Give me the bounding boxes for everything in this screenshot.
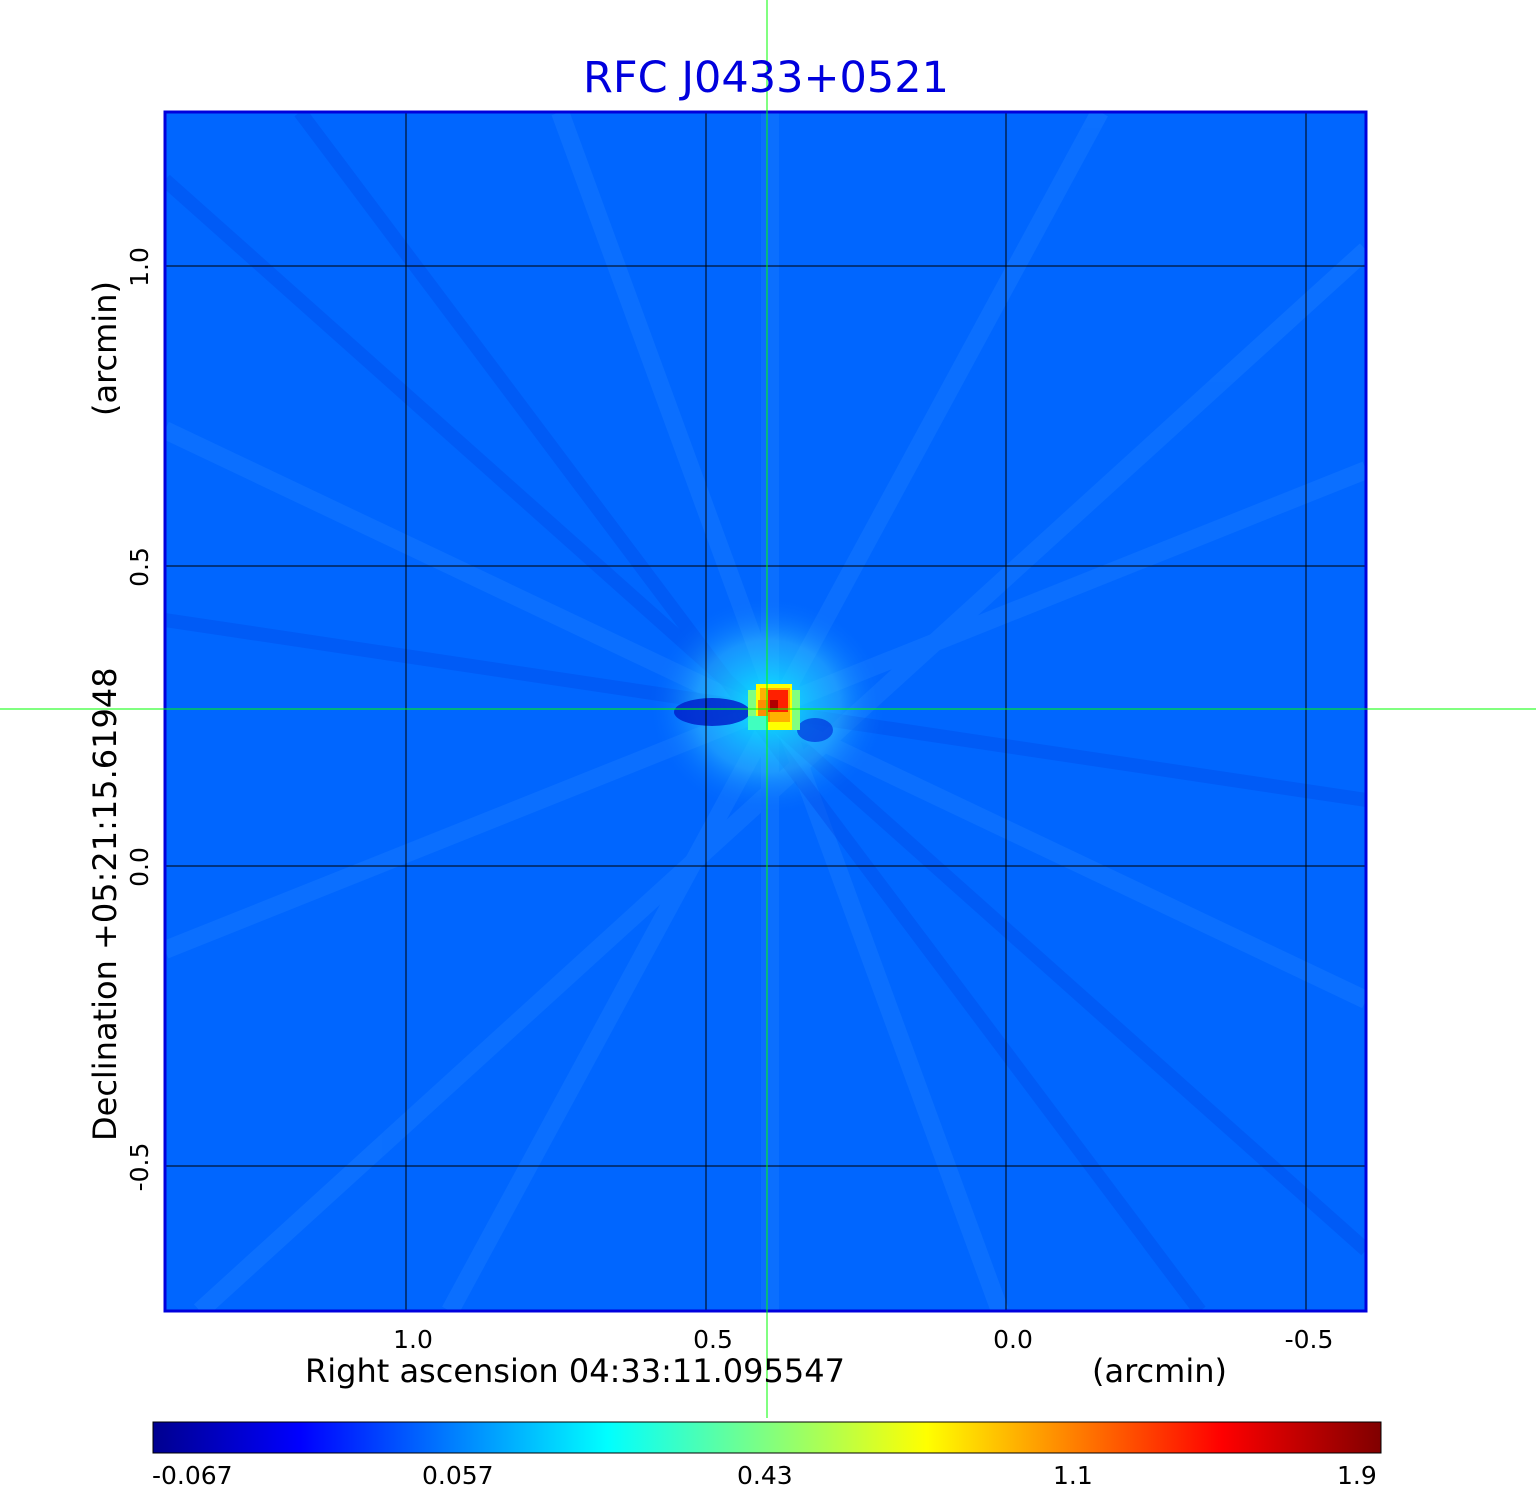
x-tick-label: -0.5 — [1284, 1325, 1334, 1354]
coordinate-grid — [165, 112, 1366, 1311]
x-axis-unit: (arcmin) — [1092, 1352, 1227, 1390]
x-axis-label: Right ascension 04:33:11.095547 — [305, 1352, 845, 1390]
crosshair — [0, 0, 1536, 1418]
source-peak — [748, 684, 800, 730]
x-tick-label: 0.5 — [693, 1325, 733, 1354]
colorbar-tick-label: 1.9 — [1337, 1461, 1377, 1490]
x-tick-label: 0.0 — [993, 1325, 1033, 1354]
colorbar-tick-label: -0.067 — [152, 1461, 233, 1490]
colorbar — [152, 1421, 1382, 1454]
x-tick-label: 1.0 — [393, 1325, 433, 1354]
colorbar-tick-label: 0.057 — [422, 1461, 494, 1490]
colorbar-tick-label: 1.1 — [1053, 1461, 1093, 1490]
y-tick-label: -0.5 — [125, 1142, 154, 1192]
y-tick-label: 0.0 — [125, 847, 154, 887]
y-axis-unit: (arcmin) — [86, 281, 124, 416]
y-tick-label: 0.5 — [125, 547, 154, 587]
y-axis-label: Declination +05:21:15.61948 — [86, 667, 124, 1141]
plot-title: RFC J0433+0521 — [583, 53, 949, 103]
y-tick-label: 1.0 — [125, 247, 154, 287]
colorbar-tick-label: 0.43 — [737, 1461, 793, 1490]
plot-frame — [163, 110, 1368, 1313]
